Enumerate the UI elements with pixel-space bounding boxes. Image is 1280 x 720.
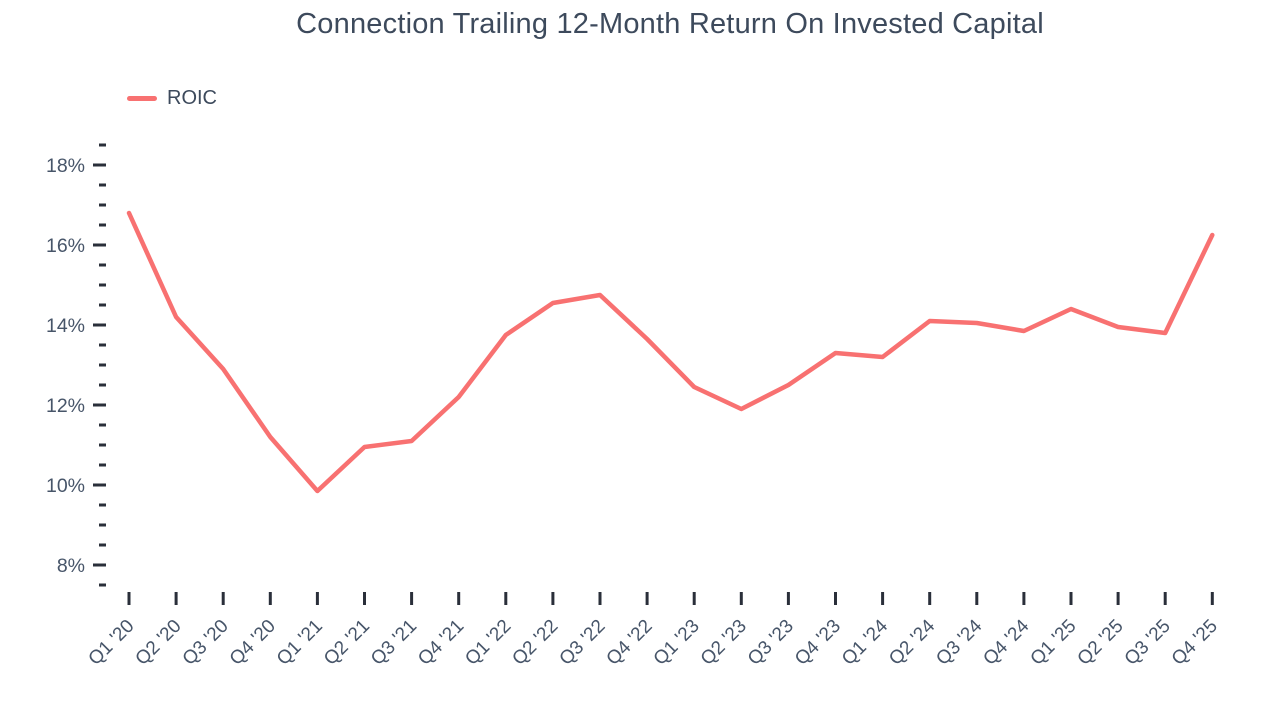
x-axis-label: Q4 '23 [791, 616, 845, 670]
x-axis-label: Q3 '25 [1121, 616, 1175, 670]
x-axis-label: Q1 '20 [85, 616, 139, 670]
legend-line-swatch [127, 96, 157, 101]
x-axis-label: Q2 '22 [508, 616, 562, 670]
x-axis-label: Q2 '24 [885, 615, 939, 669]
legend-label: ROIC [167, 87, 217, 109]
x-axis-label: Q4 '22 [603, 616, 657, 670]
x-axis-label: Q1 '22 [461, 616, 515, 670]
chart-title: Connection Trailing 12-Month Return On I… [296, 8, 1044, 40]
roic-line [126, 210, 1215, 494]
x-axis-label: Q1 '21 [273, 616, 327, 670]
y-axis-label: 18% [46, 155, 85, 177]
x-axis-label: Q4 '20 [226, 616, 280, 670]
y-axis-label: 8% [57, 555, 85, 577]
y-axis-label: 12% [46, 395, 85, 417]
x-axis-label: Q4 '24 [979, 615, 1033, 669]
x-axis-label: Q2 '25 [1074, 616, 1128, 670]
x-axis-label: Q4 '21 [414, 616, 468, 670]
x-axis-label: Q3 '23 [744, 616, 798, 670]
x-axis-label: Q1 '23 [650, 616, 704, 670]
y-axis-label: 16% [46, 235, 85, 257]
x-axis-label: Q1 '24 [838, 615, 892, 669]
x-axis-label: Q2 '23 [697, 616, 751, 670]
legend: ROIC [127, 87, 217, 110]
x-axis-label: Q3 '20 [179, 616, 233, 670]
y-axis-label: 10% [46, 475, 85, 497]
x-axis-label: Q3 '24 [932, 615, 986, 669]
x-axis-label: Q4 '25 [1168, 616, 1222, 670]
y-axis-label: 14% [46, 315, 85, 337]
x-axis-label: Q3 '22 [556, 616, 610, 670]
x-axis-label: Q2 '20 [132, 616, 186, 670]
x-axis-label: Q3 '21 [367, 616, 421, 670]
x-axis-label: Q2 '21 [320, 616, 374, 670]
x-axis-label: Q1 '25 [1027, 616, 1081, 670]
